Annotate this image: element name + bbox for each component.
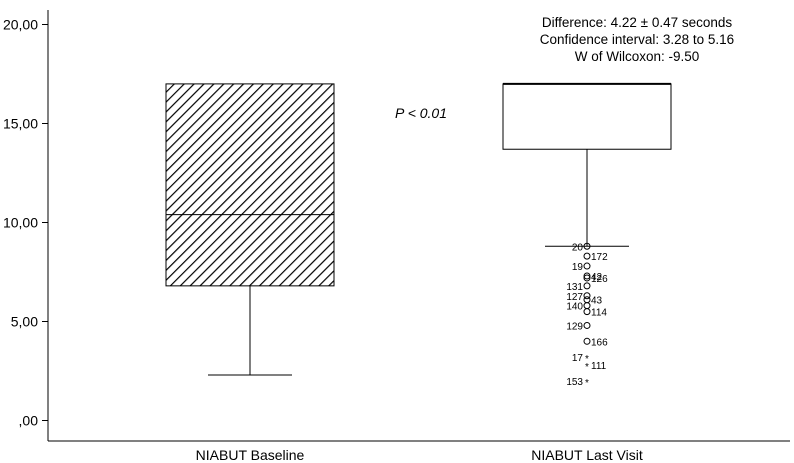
outlier-circle [583, 274, 591, 282]
outlier-circle [583, 321, 591, 329]
outlier-id-label: 129 [566, 321, 583, 332]
y-tick-label: 10,00 [3, 215, 38, 231]
category-label-baseline: NIABUT Baseline [196, 447, 305, 463]
y-tick-label: 15,00 [3, 116, 38, 132]
outlier-circle [583, 252, 591, 260]
box-rect [502, 83, 672, 150]
outlier-id-label: 126 [591, 274, 608, 285]
stats-confidence-interval-line: Confidence interval: 3.28 to 5.16 [540, 32, 734, 47]
outlier-id-label: 127 [566, 292, 583, 303]
outlier-circle [583, 242, 591, 250]
p-value-annotation: P < 0.01 [395, 105, 447, 121]
outlier-id-label: 43 [591, 296, 603, 307]
outlier-id-label: 131 [566, 282, 583, 293]
axes-group [47, 10, 790, 442]
outlier-circle [583, 282, 591, 290]
stats-difference-line: Difference: 4.22 ± 0.47 seconds [542, 15, 733, 30]
y-tick-label: ,00 [19, 413, 39, 429]
outlier-id-label: 111 [591, 361, 607, 372]
outlier-id-label: 172 [591, 252, 608, 263]
outlier-id-label: 153 [566, 377, 583, 388]
outlier-id-label: 20 [572, 242, 584, 253]
outlier-circle [583, 308, 591, 316]
outlier-id-label: 17 [572, 353, 584, 364]
outlier-circle [583, 272, 591, 280]
category-label-last-visit: NIABUT Last Visit [531, 447, 643, 463]
outlier-id-label: 42 [591, 272, 603, 283]
y-tick-label: 20,00 [3, 17, 38, 33]
outlier-circle [583, 296, 591, 304]
box-rect [165, 83, 335, 287]
outlier-id-label: 19 [572, 262, 584, 273]
outlier-circle [583, 302, 591, 310]
outlier-id-label: 114 [591, 308, 607, 319]
outlier-star: * [585, 354, 589, 365]
outlier-circle [583, 337, 591, 345]
outlier-star: * [585, 362, 589, 373]
outlier-id-label: 140 [566, 302, 583, 313]
outlier-star: * [585, 378, 589, 389]
outlier-circle [583, 292, 591, 300]
outlier-id-label: 166 [591, 337, 608, 348]
stats-wilcoxon-line: W of Wilcoxon: -9.50 [575, 49, 700, 64]
boxes-group [165, 82, 672, 376]
outlier-circle [583, 262, 591, 270]
y-ticks-group: ,00 5,00 10,00 15,00 20,00 [3, 17, 48, 429]
y-tick-label: 5,00 [11, 314, 38, 330]
